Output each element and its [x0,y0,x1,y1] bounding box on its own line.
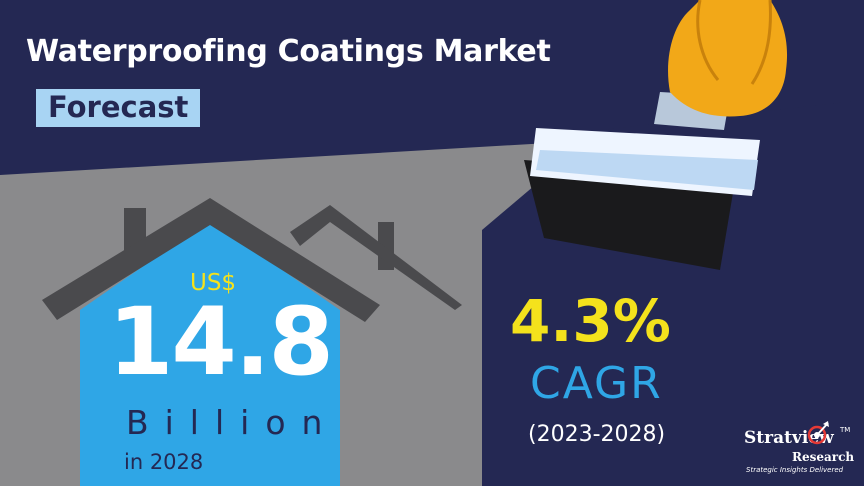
stratview-logo: Stratview TM Research Strategic Insights… [744,421,860,482]
logo-trademark: TM [840,426,851,434]
cagr-label: CAGR [530,358,663,409]
logo-name: Stratview [744,428,834,448]
back-house-icon [290,205,462,310]
currency-label: US$ [190,270,237,296]
page-subtitle: Forecast [36,89,201,127]
logo-icon [807,421,829,445]
market-size-unit: Billion [126,403,339,442]
market-size-value: 14.8 [108,288,334,397]
cagr-period: (2023-2028) [528,422,666,447]
house-icon [42,198,380,486]
hand-icon [668,0,788,117]
logo-tagline: Strategic Insights Delivered [746,466,844,474]
logo-research: Research [792,450,855,464]
paint-brush-icon [524,92,760,270]
cagr-value: 4.3% [510,287,671,355]
market-size-year: in 2028 [124,450,204,474]
page-title: Waterproofing Coatings Market [26,34,551,69]
